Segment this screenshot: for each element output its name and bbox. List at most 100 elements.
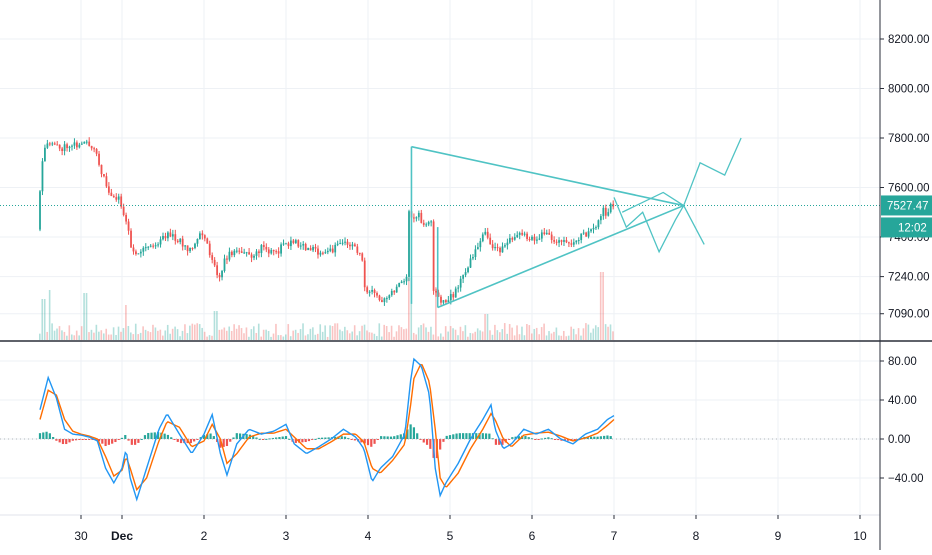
macd-histogram-bar (550, 438, 553, 440)
volume-bar (262, 329, 265, 340)
candle-body (149, 245, 152, 247)
candle-body (587, 231, 590, 237)
candle (127, 218, 130, 235)
y-tick-label: 80.00 (888, 356, 917, 368)
trendline[interactable] (437, 204, 685, 309)
candle (85, 139, 88, 145)
candle-body (255, 251, 258, 256)
candle-body (540, 232, 543, 239)
volume-bar (373, 333, 376, 340)
macd-histogram-bar (380, 436, 383, 439)
candle (543, 228, 546, 236)
candle (349, 242, 351, 250)
candle (179, 238, 182, 245)
macd-histogram-bar (232, 437, 235, 439)
candle-body (331, 248, 334, 253)
candle-body (88, 141, 91, 146)
y-tick-label: 8000.00 (888, 84, 930, 96)
candle-body (191, 247, 194, 249)
volume-bar (66, 335, 68, 340)
candle (73, 138, 76, 149)
candle-body (602, 207, 605, 217)
candle (159, 236, 162, 248)
volume-bar (152, 324, 154, 340)
candle (398, 282, 401, 288)
volume-bar (435, 287, 437, 340)
candle-body (221, 270, 223, 278)
volume-bar (388, 332, 390, 340)
candle-body (112, 195, 115, 198)
candle-body (449, 294, 452, 301)
projection-path[interactable] (621, 191, 685, 213)
candle-body (201, 233, 204, 236)
candle-body (508, 238, 511, 243)
macd-histogram-bar (596, 436, 599, 439)
candle (176, 238, 179, 244)
macd-histogram-bar (478, 433, 481, 439)
candle (378, 294, 381, 302)
candle (454, 286, 457, 298)
candle-body (137, 253, 140, 255)
macd-histogram-bar (343, 436, 347, 439)
projection-path[interactable] (613, 197, 685, 254)
candle (341, 239, 344, 246)
volume-bar (53, 330, 56, 340)
trendline-drawings[interactable] (410, 137, 742, 309)
candle (506, 238, 509, 250)
candle-body (521, 232, 524, 235)
candle (199, 231, 201, 240)
volume-bar (203, 331, 206, 340)
candle (83, 141, 86, 144)
candle-body (171, 234, 174, 237)
macd-histogram-bar (314, 438, 317, 440)
volume-bar (174, 326, 176, 340)
candle (587, 227, 590, 239)
volume-bar (371, 332, 373, 340)
volume-bar (408, 278, 410, 340)
volume-bar (582, 328, 585, 340)
macd-histogram-bar (91, 439, 94, 440)
candle-body (110, 192, 113, 196)
macd-histogram-bar (311, 439, 314, 441)
candle-body (403, 281, 405, 283)
macd-histogram-bar (275, 437, 278, 439)
volume-bar (176, 329, 179, 340)
candle (575, 240, 578, 245)
volume-bar (395, 331, 398, 340)
macd-histogram-bar (173, 439, 176, 440)
candle (223, 254, 226, 273)
macd-histogram-bar (524, 436, 527, 439)
volume-bar (599, 272, 602, 340)
macd-histogram-bar (599, 436, 602, 439)
candle-body (309, 248, 312, 251)
trendline[interactable] (411, 145, 684, 207)
projection-path[interactable] (683, 205, 705, 245)
macd-histogram-bar (442, 439, 445, 442)
volume-bar (575, 334, 577, 340)
macd-histogram-bar (544, 437, 547, 439)
candle (604, 204, 607, 219)
macd-histogram-bar (304, 439, 307, 443)
candle-body (597, 220, 600, 228)
volume-bar (405, 328, 408, 340)
macd-histogram-bar (445, 435, 448, 439)
candle-body (78, 144, 81, 148)
candle-body (105, 176, 108, 187)
volume-bar (68, 325, 71, 340)
candle-body (381, 300, 383, 303)
candle-body (223, 258, 226, 271)
volume-bar (321, 331, 324, 340)
candle-body (395, 286, 398, 293)
candle-body (307, 248, 310, 251)
candle-body (531, 236, 533, 240)
candle-body (545, 232, 548, 235)
volume-bar (147, 331, 149, 340)
volume-bar (304, 335, 307, 340)
candle-body (388, 295, 391, 299)
candle (555, 239, 558, 246)
candle-body (484, 231, 487, 235)
projection-path[interactable] (683, 137, 742, 206)
volume-bar (474, 331, 477, 340)
